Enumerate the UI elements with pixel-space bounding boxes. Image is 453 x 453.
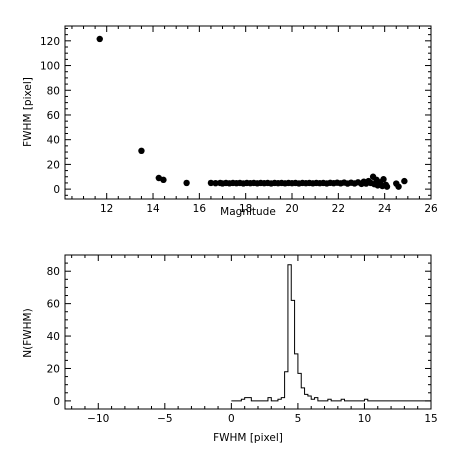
scatter-x-tick-label: 16	[193, 203, 207, 215]
scatter-points	[96, 35, 408, 190]
histogram-tick-labels: −10 −5 0 5 10 15 0 20 40 60 80	[47, 266, 438, 425]
scatter-point	[401, 177, 408, 185]
scatter-point	[395, 183, 402, 190]
histogram-y-tick-label: 80	[47, 266, 60, 278]
scatter-point	[207, 179, 215, 187]
scatter-panel: 12 14 16 18 20 22 24 26 0 20 40 60 80 100 120 Magnitud…	[22, 25, 438, 218]
scatter-y-tick-label: 40	[47, 135, 60, 147]
histogram-y-tick-label: 40	[47, 331, 60, 343]
scatter-point	[96, 35, 103, 43]
histogram-x-tick-label: 0	[228, 413, 235, 425]
scatter-point	[383, 183, 391, 190]
histogram-x-tick-label: 15	[424, 413, 437, 425]
scatter-x-tick-label: 12	[100, 203, 113, 215]
scatter-y-tick-label: 60	[47, 110, 60, 122]
histogram-y-tick-label: 0	[53, 396, 60, 408]
histogram-x-tick-label: −10	[87, 413, 109, 425]
scatter-y-tick-label: 120	[40, 36, 60, 48]
histogram-y-tick-label: 60	[47, 299, 60, 311]
scatter-y-tick-label: 20	[47, 159, 60, 171]
histogram-x-tick-label: −5	[157, 413, 172, 425]
scatter-plot-frame	[64, 25, 432, 200]
histogram-plot-frame	[64, 254, 432, 410]
histogram-y-axis-label: N(FWHM)	[22, 308, 34, 357]
scatter-point	[138, 147, 145, 155]
scatter-tick-labels: 12 14 16 18 20 22 24 26 0 20 40 60 80 100 120	[40, 36, 438, 215]
scatter-y-tick-label: 0	[53, 184, 60, 196]
scatter-ticks	[65, 26, 432, 199]
scatter-point	[160, 176, 167, 184]
scatter-x-axis-label: Magnitude	[220, 206, 276, 218]
scatter-x-tick-label: 26	[424, 203, 438, 215]
histogram-ticks	[65, 255, 432, 409]
scatter-y-tick-label: 100	[40, 61, 60, 73]
scatter-point	[380, 176, 387, 183]
scatter-point	[212, 179, 219, 187]
scatter-point	[183, 179, 190, 187]
histogram-step-line	[231, 264, 431, 402]
histogram-panel: −10 −5 0 5 10 15 0 20 40 60 80 FWHM [pixel] N(FWHM…	[22, 254, 438, 444]
histogram-x-tick-label: 5	[295, 413, 302, 425]
scatter-x-tick-label: 18	[239, 203, 252, 215]
scatter-x-tick-label: 20	[285, 203, 298, 215]
histogram-x-tick-label: 10	[358, 413, 371, 425]
scatter-y-axis-label: FWHM [pixel]	[22, 77, 34, 147]
scatter-x-tick-label: 14	[146, 203, 160, 215]
scatter-x-tick-label: 22	[332, 203, 345, 215]
histogram-y-tick-label: 20	[47, 363, 60, 375]
histogram-x-axis-label: FWHM [pixel]	[213, 432, 283, 444]
scatter-x-tick-label: 24	[378, 203, 392, 215]
scatter-y-tick-label: 80	[47, 85, 60, 97]
